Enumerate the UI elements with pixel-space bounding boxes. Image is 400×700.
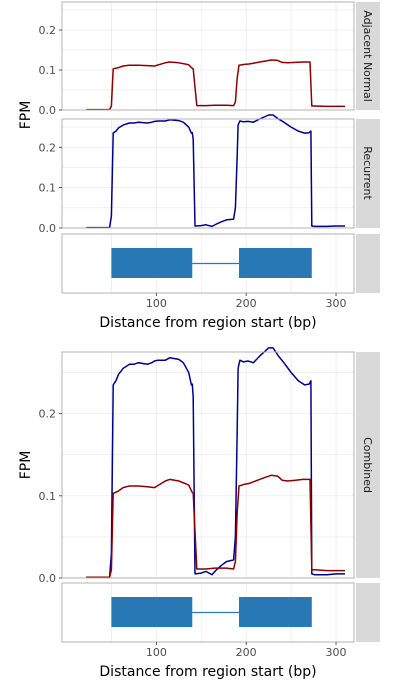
- strip-label-combined: Combined: [361, 437, 374, 493]
- panel-adjacent-normal: Adjacent Normal 0.0 0.1 0.2: [39, 1, 380, 117]
- strip-combined: [356, 352, 380, 578]
- panel-combined-bg: [62, 352, 354, 578]
- gene-model-top-border: [61, 233, 355, 294]
- combined-recurrent-line: [86, 347, 345, 578]
- panel-recurrent-bg: [62, 119, 354, 228]
- combined-ytick-label: 0.2: [39, 408, 57, 421]
- gene-model-top-exon-1: [111, 248, 193, 278]
- y-axis-label-bottom: FPM: [18, 451, 34, 480]
- x-axis-label-top: Distance from region start (bp): [99, 315, 316, 331]
- top-xtick-label: 100: [146, 297, 167, 310]
- strip-recurrent: [356, 119, 380, 228]
- combined-ytick-label: 0.0: [39, 572, 57, 585]
- top-xtick-label: 300: [326, 297, 347, 310]
- top-xtick-label: 200: [236, 297, 257, 310]
- x-axis-label-bottom: Distance from region start (bp): [99, 664, 316, 680]
- panel-combined-border: [61, 351, 355, 579]
- panel-recurrent-border: [61, 118, 355, 229]
- combined-ytick-label: 0.1: [39, 490, 57, 503]
- gene-model-top-exons: [111, 248, 312, 278]
- adjacent-normal-ytick-label: 0.2: [39, 24, 57, 37]
- strip-gene-model-bottom: [356, 583, 380, 642]
- gene-model-top-exon-2: [238, 248, 312, 278]
- adjacent-normal-ytick-label: 0.1: [39, 64, 57, 77]
- gene-model-top: [61, 233, 380, 294]
- gene-model-bottom-border: [61, 582, 355, 643]
- panel-adjacent-normal-bg: [62, 2, 354, 110]
- bottom-xtick-label: 200: [236, 646, 257, 659]
- recurrent-line: [86, 114, 345, 229]
- x-axis-ticks-top: 100 200 300: [146, 293, 347, 310]
- panel-adjacent-normal-border: [61, 1, 355, 111]
- combined-adjacent-normal-line: [86, 474, 345, 578]
- recurrent-ytick-label: 0.1: [39, 182, 57, 195]
- adjacent-normal-ytick-label: 0.0: [39, 104, 57, 117]
- gene-model-bottom-exon-1: [111, 597, 193, 627]
- strip-adjacent-normal: [356, 2, 380, 110]
- adjacent-normal-line: [86, 59, 345, 111]
- panel-recurrent-yticks: 0.0 0.1 0.2: [39, 141, 62, 235]
- recurrent-ytick-label: 0.2: [39, 141, 57, 154]
- y-axis-label-top: FPM: [18, 101, 34, 130]
- panel-combined-grid: [62, 352, 354, 579]
- panel-adjacent-normal-yticks: 0.0 0.1 0.2: [39, 24, 62, 117]
- panel-adjacent-normal-grid: [62, 2, 354, 111]
- bottom-xtick-label: 300: [326, 646, 347, 659]
- x-axis-ticks-bottom: 100 200 300: [146, 642, 347, 659]
- gene-model-bottom-exons: [111, 597, 312, 627]
- gene-model-bottom: [61, 582, 380, 643]
- panel-combined: Combined 0.0 0.1 0.2: [39, 347, 380, 585]
- panel-recurrent: Recurrent 0.0 0.1 0.2: [39, 114, 380, 235]
- strip-label-recurrent: Recurrent: [361, 146, 374, 200]
- strip-gene-model-top: [356, 234, 380, 293]
- gene-model-bottom-exon-2: [238, 597, 312, 627]
- bottom-xtick-label: 100: [146, 646, 167, 659]
- strip-label-adjacent-normal: Adjacent Normal: [361, 10, 374, 102]
- panel-combined-yticks: 0.0 0.1 0.2: [39, 408, 62, 585]
- recurrent-ytick-label: 0.0: [39, 222, 57, 235]
